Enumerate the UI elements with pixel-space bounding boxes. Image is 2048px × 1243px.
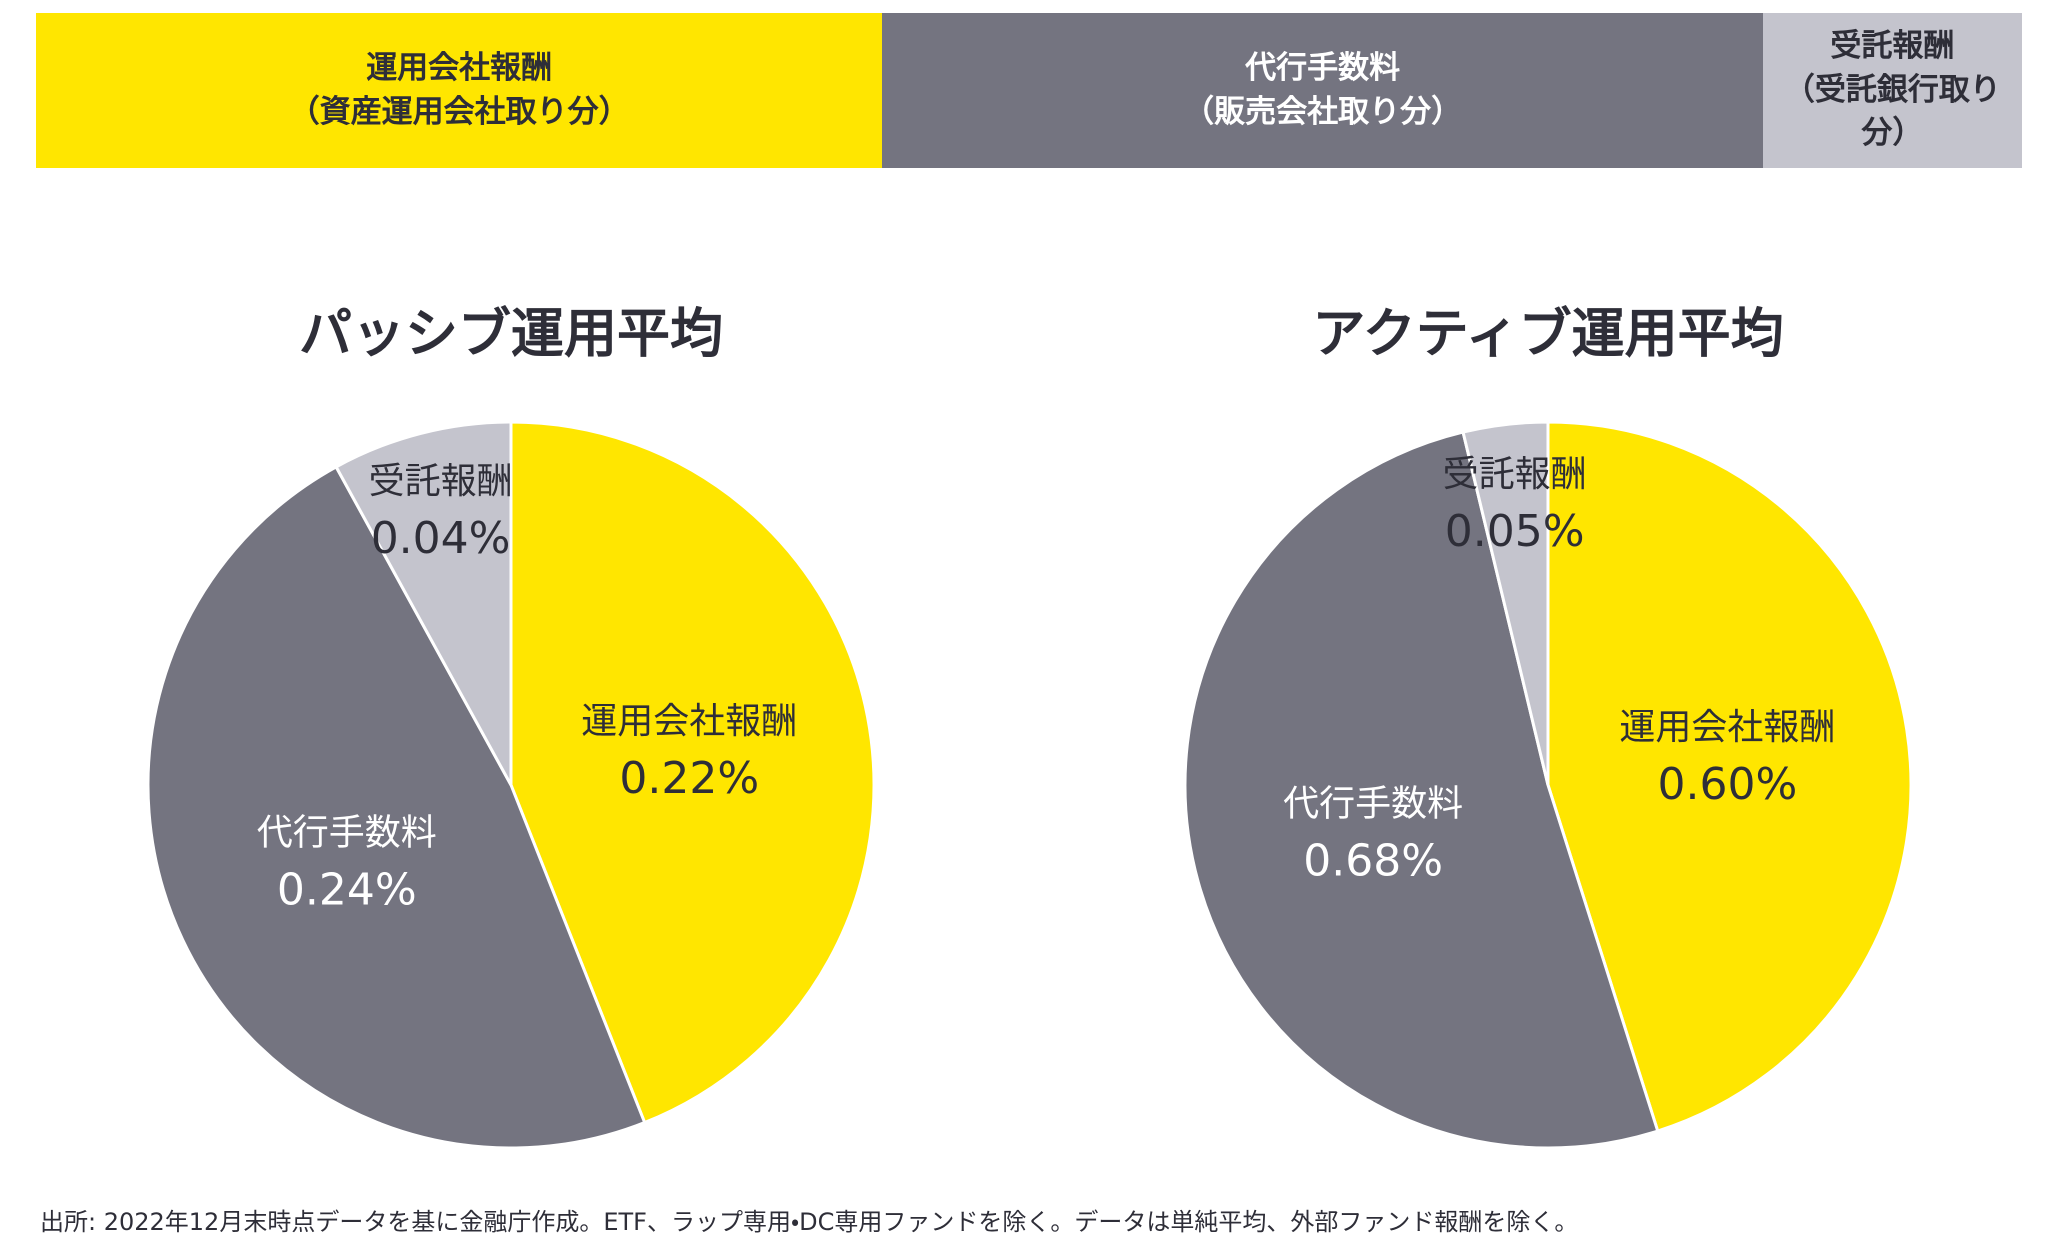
slice-category: 受託報酬 <box>369 461 513 502</box>
header-item: 代行手数料 （販売会社取り分） <box>882 13 1763 168</box>
slice-category: 受託報酬 <box>1443 454 1587 495</box>
slice-category: 運用会社報酬 <box>1619 707 1835 748</box>
header-title: 運用会社報酬 <box>366 50 553 87</box>
slice-value-label: 0.68% <box>1303 836 1443 887</box>
footnote: 出所: 2022年12月末時点データを基に金融庁作成。ETF、ラップ専用・DC専… <box>40 1208 1579 1236</box>
header-item: 受託報酬 （受託銀行取り分） <box>1762 13 2022 168</box>
slice-value-label: 0.24% <box>277 864 417 915</box>
header-title: 代行手数料 <box>1245 50 1401 87</box>
slice-value-label: 0.04% <box>371 513 511 564</box>
header-subtitle: （販売会社取り分） <box>1183 93 1463 130</box>
pie-slice <box>1546 420 1913 1133</box>
pie-slice <box>1183 430 1660 1150</box>
pie-slice <box>509 420 876 1125</box>
header-bar: 運用会社報酬 （資産運用会社取り分） 代行手数料 （販売会社取り分） 受託報酬 （受託銀行… <box>36 13 2022 168</box>
header-item: 運用会社報酬 （資産運用会社取り分） <box>36 13 883 168</box>
pie-slice <box>146 464 647 1150</box>
slice-value-label: 0.05% <box>1445 506 1585 557</box>
slice-category: 代行手数料 <box>257 812 437 853</box>
header-subtitle: （受託銀行取り分） <box>1783 71 2001 152</box>
chart-title: パッシブ運用平均 <box>299 304 723 365</box>
pie-slice <box>1461 420 1550 786</box>
slice-value-label: 0.22% <box>619 753 759 804</box>
slice-value-label: 0.60% <box>1657 759 1797 810</box>
header-subtitle: （資産運用会社取り分） <box>288 93 630 130</box>
pie-slice <box>334 420 513 786</box>
header-title: 受託報酬 <box>1830 28 1955 65</box>
chart-title: アクティブ運用平均 <box>1312 304 1783 365</box>
slice-category: 代行手数料 <box>1283 784 1463 825</box>
slice-category: 運用会社報酬 <box>581 701 797 742</box>
